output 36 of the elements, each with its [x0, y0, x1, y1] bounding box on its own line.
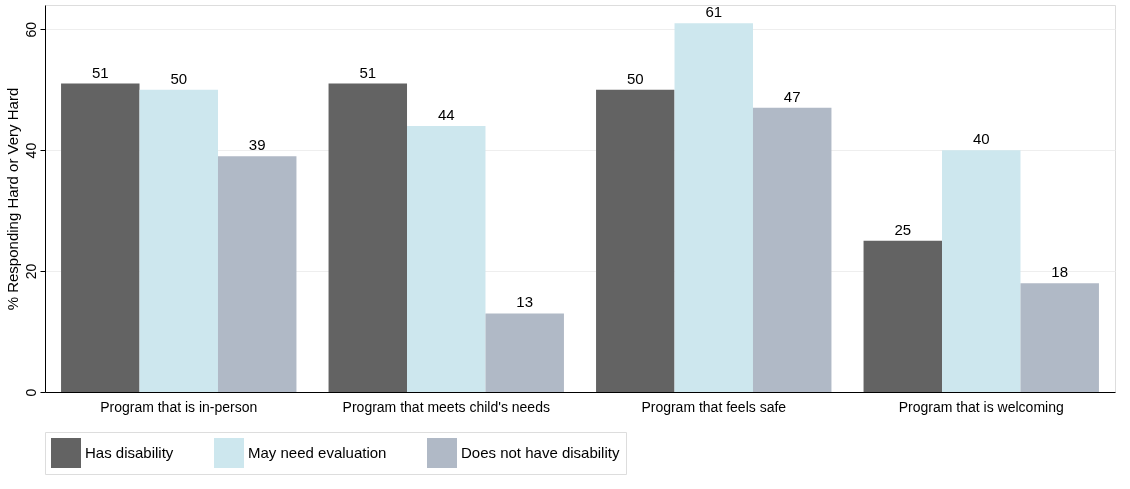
y-tick-label: 20	[22, 263, 39, 280]
data-label: 51	[359, 63, 377, 81]
data-label: 51	[91, 63, 109, 81]
legend-label: Has disability	[85, 444, 174, 461]
x-tick-label: Program that meets child's needs	[342, 398, 550, 415]
data-label: 50	[626, 69, 644, 87]
bar	[407, 125, 486, 392]
bar	[942, 150, 1021, 392]
bar	[485, 313, 564, 392]
data-label: 61	[705, 3, 723, 21]
bar	[217, 156, 297, 392]
data-label: 39	[248, 136, 266, 154]
bar	[328, 83, 408, 392]
y-axis-title: % Responding Hard or Very Hard	[3, 87, 21, 311]
x-tick-label: Program that is in-person	[100, 398, 258, 415]
data-label: 50	[170, 69, 188, 87]
y-tick-label: 60	[22, 21, 39, 38]
legend-label: Does not have disability	[461, 444, 620, 461]
bar	[674, 23, 753, 392]
bar	[61, 83, 140, 392]
data-label: 13	[516, 293, 534, 311]
legend-label: May need evaluation	[248, 444, 387, 461]
y-tick-label: 40	[22, 142, 39, 159]
bar	[863, 240, 943, 392]
data-label: 47	[783, 87, 801, 105]
data-label: 44	[437, 105, 455, 123]
data-label: 18	[1051, 263, 1069, 281]
data-label: 40	[972, 130, 990, 148]
bar	[752, 107, 832, 392]
bar	[1020, 283, 1099, 392]
x-tick-label: Program that is welcoming	[898, 398, 1064, 415]
x-tick-label: Program that feels safe	[641, 398, 787, 415]
bar	[596, 89, 675, 392]
y-tick-label: 0	[22, 388, 39, 397]
bar	[139, 89, 218, 392]
data-label: 25	[894, 220, 912, 238]
